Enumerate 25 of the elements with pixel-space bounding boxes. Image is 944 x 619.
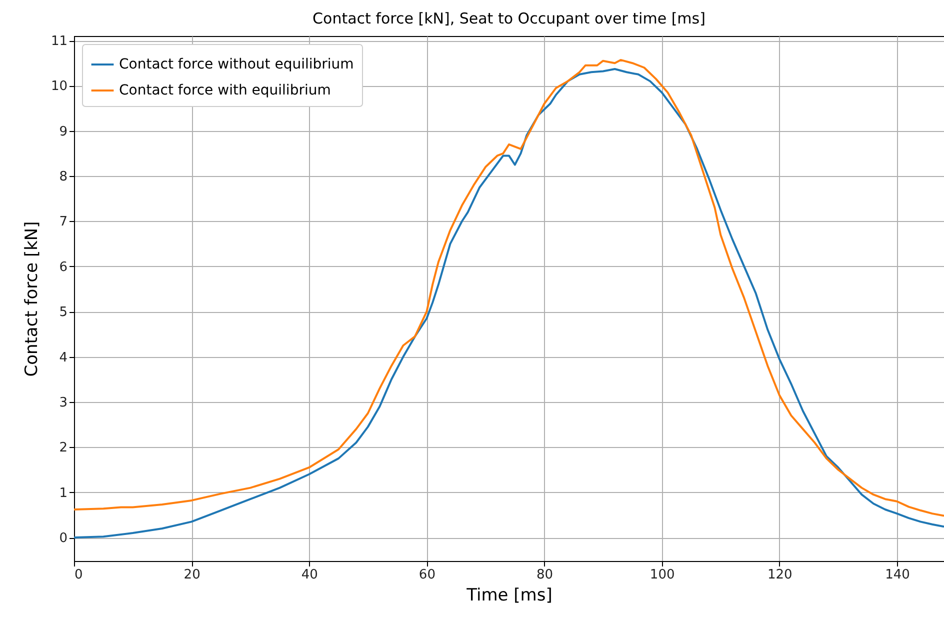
y-axis-title: Contact force [kN]	[22, 221, 42, 377]
x-tick-label: 80	[536, 568, 554, 582]
x-tick-label: 120	[767, 568, 792, 582]
y-tick-label: 3	[59, 395, 68, 410]
y-tick-label: 4	[59, 350, 68, 366]
legend-label: Contact force with equilibrium	[119, 82, 331, 98]
x-tick-label: 0	[74, 568, 83, 582]
y-tick-label: 9	[59, 124, 68, 140]
x-tick-label: 100	[650, 568, 675, 582]
y-tick-label: 2	[59, 440, 68, 456]
y-tick-label: 10	[50, 79, 68, 94]
legend-label: Contact force without equilibrium	[119, 56, 354, 72]
y-tick-label: 7	[59, 214, 68, 230]
y-tick-label: 5	[59, 305, 68, 320]
y-tick-label: 1	[59, 486, 68, 501]
y-tick-label: 6	[59, 260, 68, 275]
x-tick-label: 20	[184, 568, 200, 582]
x-tick-label: 40	[301, 568, 318, 582]
x-tick-label: 140	[885, 568, 910, 582]
y-tick-label: 8	[59, 170, 68, 185]
x-axis-title: Time [ms]	[466, 586, 552, 606]
y-tick-label: 0	[59, 531, 68, 546]
x-tick-label: 60	[418, 568, 436, 582]
chart-title: Contact force [kN], Seat to Occupant over time [ms]	[312, 10, 706, 28]
y-tick-label: 11	[50, 34, 68, 50]
